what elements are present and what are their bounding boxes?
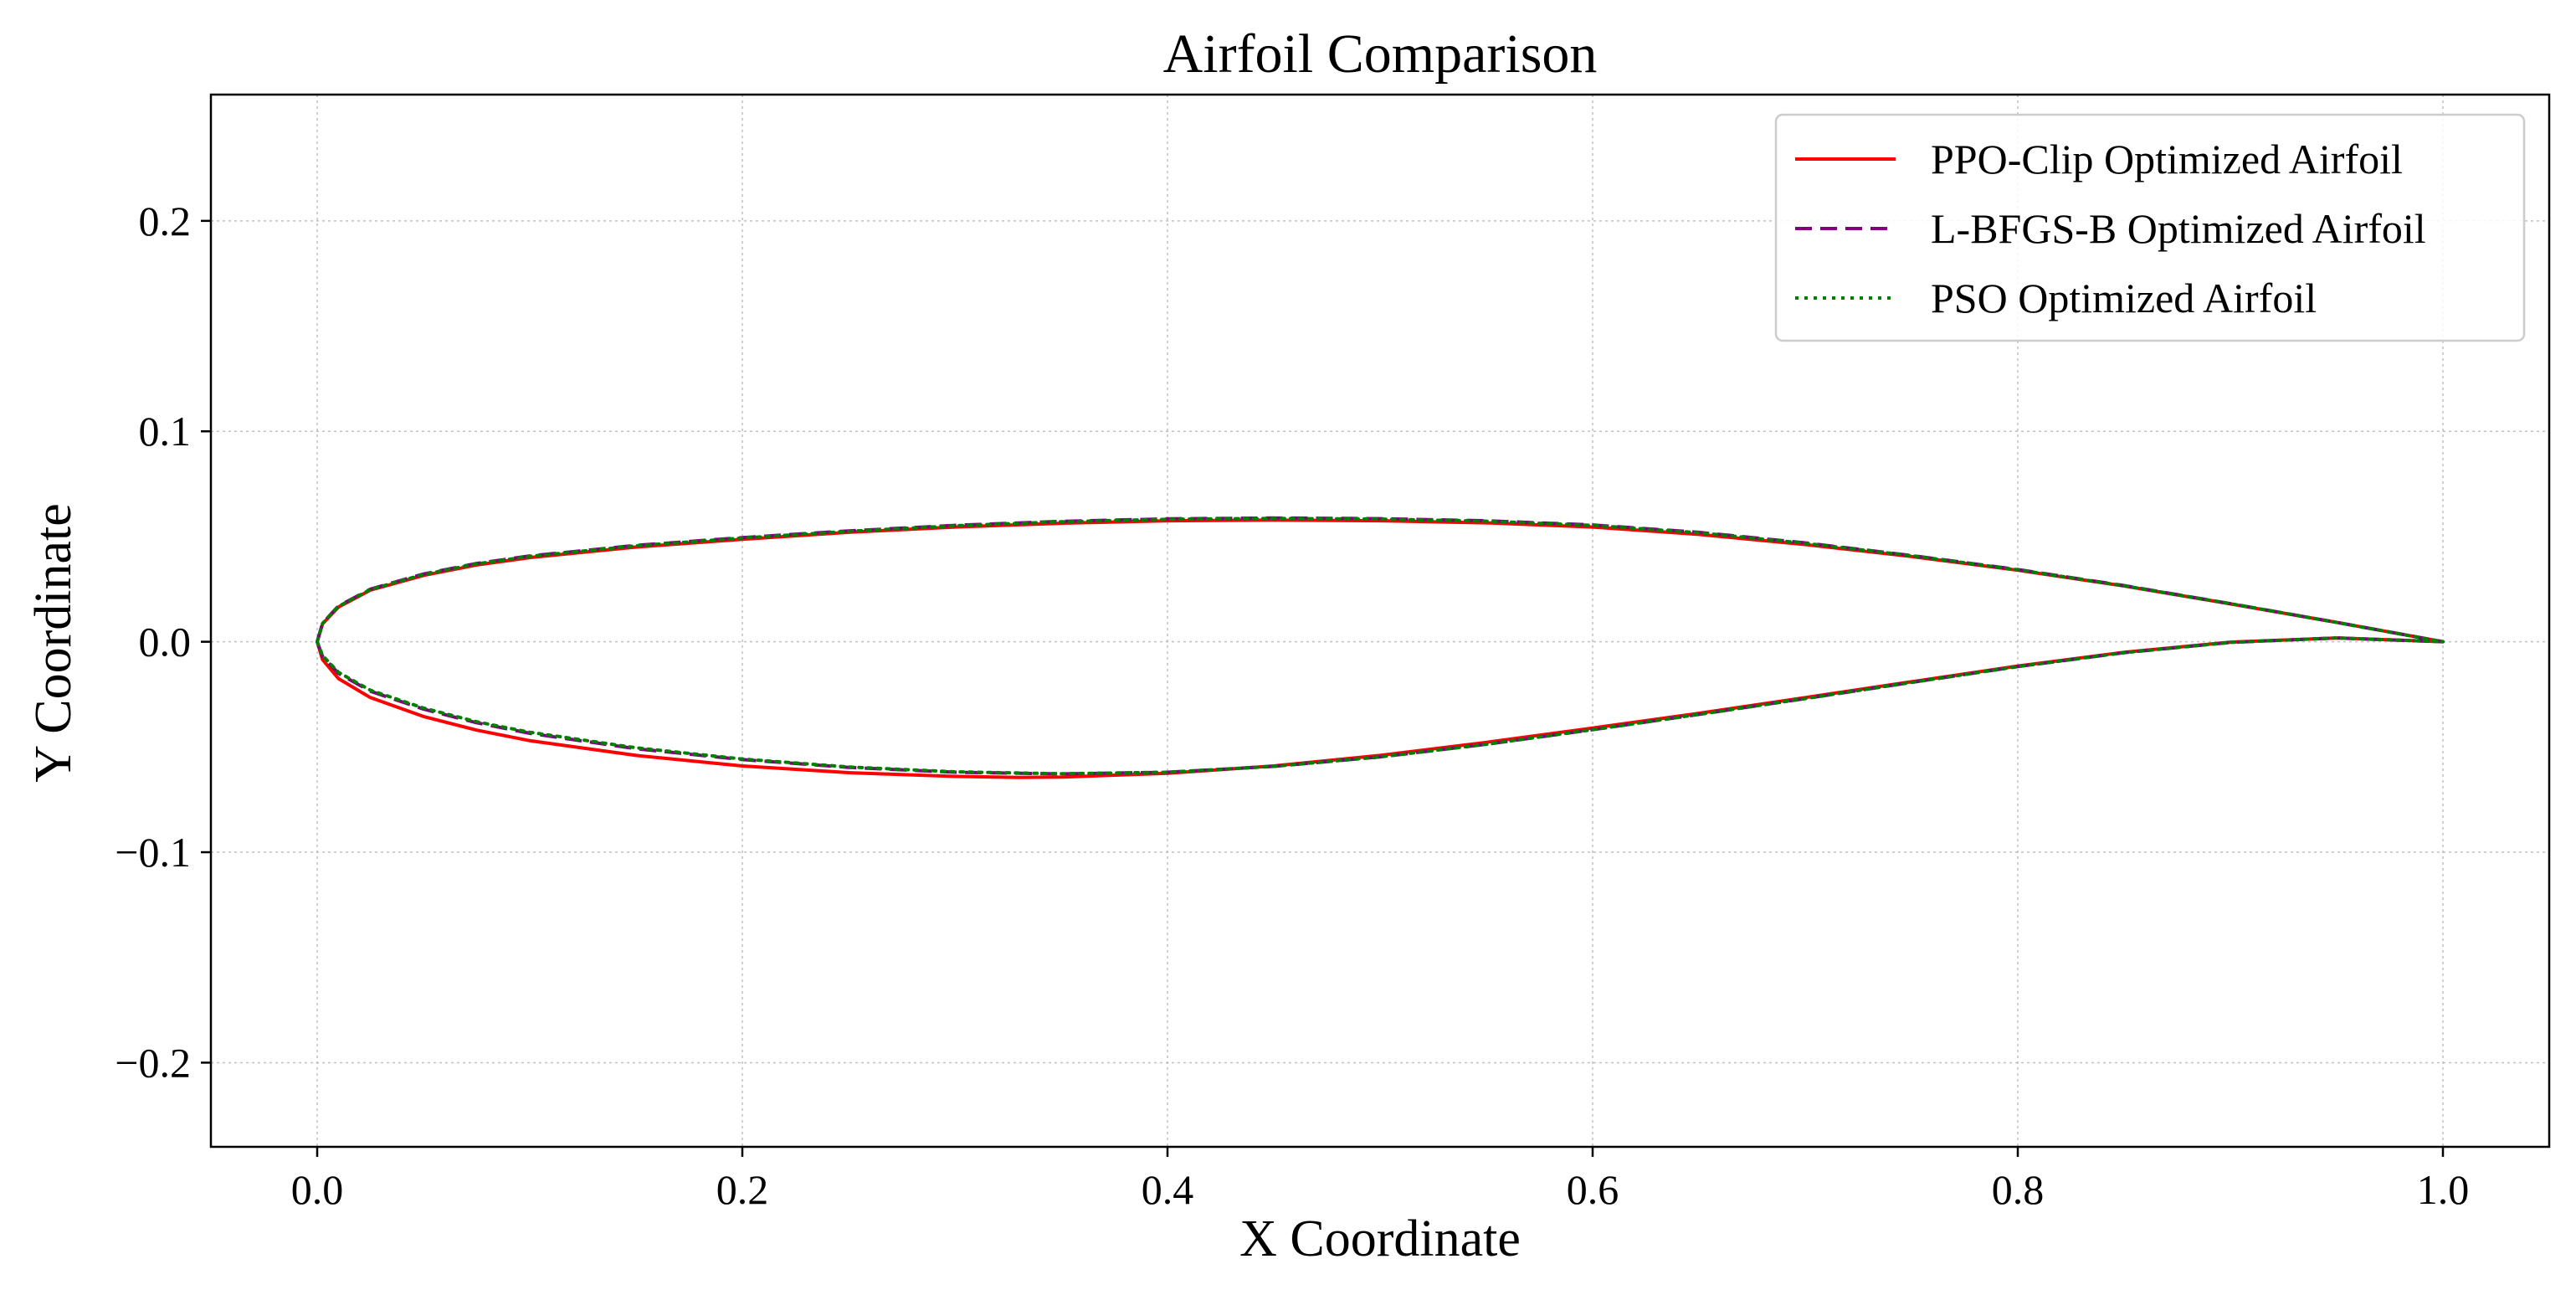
x-axis-label: X Coordinate: [1239, 1210, 1521, 1267]
x-tick-label: 0.2: [716, 1166, 769, 1213]
series-line-lower: [316, 636, 2445, 776]
y-tick-label: −0.1: [115, 829, 191, 876]
y-tick-label: −0.2: [115, 1039, 191, 1086]
y-tick-label: 0.0: [139, 619, 192, 665]
legend-box: [1774, 113, 2526, 342]
x-tick-label: 0.0: [291, 1166, 344, 1213]
series-lines: [316, 516, 2445, 779]
y-axis-label: Y Coordinate: [25, 503, 82, 782]
chart-title: Airfoil Comparison: [1163, 23, 1598, 85]
x-tick-label: 0.4: [1142, 1166, 1194, 1213]
x-tick-label: 0.6: [1567, 1166, 1619, 1213]
series-line-upper: [316, 516, 2445, 644]
x-axis-ticks: 0.0 0.2 0.4 0.6 0.8 1.0: [291, 1147, 2470, 1213]
legend-label: L-BFGS-B Optimized Airfoil: [1931, 205, 2426, 252]
y-axis-ticks: 0.2 0.1 0.0 −0.1 −0.2: [115, 198, 211, 1086]
plot-area-frame: [209, 93, 2551, 1149]
y-tick-label: 0.2: [139, 198, 192, 244]
y-tick-label: 0.1: [139, 408, 192, 455]
x-tick-label: 1.0: [2417, 1166, 2470, 1213]
legend: PPO-Clip Optimized Airfoil L-BFGS-B Optim…: [1774, 113, 2526, 342]
series-pso-optimized-airfoil: [316, 516, 2445, 776]
legend-label: PSO Optimized Airfoil: [1931, 275, 2317, 321]
legend-label: PPO-Clip Optimized Airfoil: [1931, 136, 2403, 182]
x-tick-label: 0.8: [1992, 1166, 2045, 1213]
